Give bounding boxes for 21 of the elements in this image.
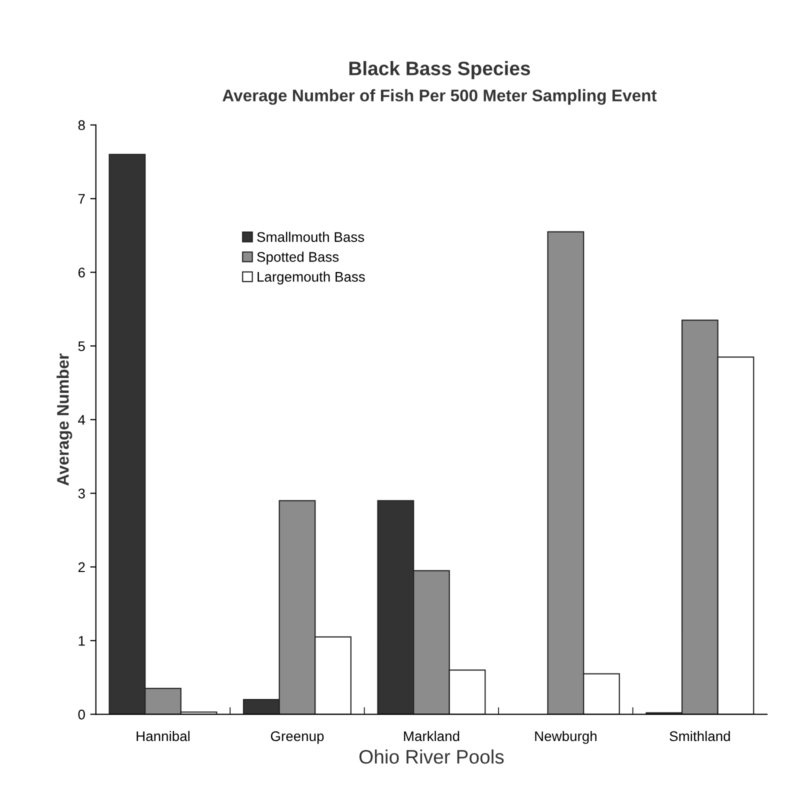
y-axis-title: Average Number [56, 353, 72, 486]
chart-subtitle: Average Number of Fish Per 500 Meter Sampling Event [222, 89, 657, 105]
y-tick-label: 3 [78, 488, 85, 498]
y-tick-label: 5 [78, 341, 85, 352]
legend-label: Spotted Bass [257, 252, 339, 265]
legend-label: Smallmouth Bass [257, 232, 364, 242]
y-tick-label: 8 [78, 120, 85, 130]
x-tick-label: Hannibal [136, 730, 190, 742]
chart-title: Black Bass Species [349, 61, 530, 80]
y-tick-label: 4 [78, 415, 86, 425]
y-tick-label: 6 [78, 268, 85, 278]
y-tick-label: 0 [78, 710, 85, 720]
y-tick-label: 2 [78, 562, 85, 572]
x-tick-label: Greenup [270, 731, 324, 744]
x-tick-label: Markland [404, 730, 460, 742]
x-axis-title: Ohio River Pools [359, 749, 504, 764]
legend-label: Largemouth Bass [258, 272, 365, 284]
y-tick-label: 7 [78, 194, 85, 204]
x-tick-label: Newburgh [535, 730, 596, 744]
y-tick-label: 1 [78, 636, 85, 646]
x-tick-label: Smithland [670, 730, 730, 742]
